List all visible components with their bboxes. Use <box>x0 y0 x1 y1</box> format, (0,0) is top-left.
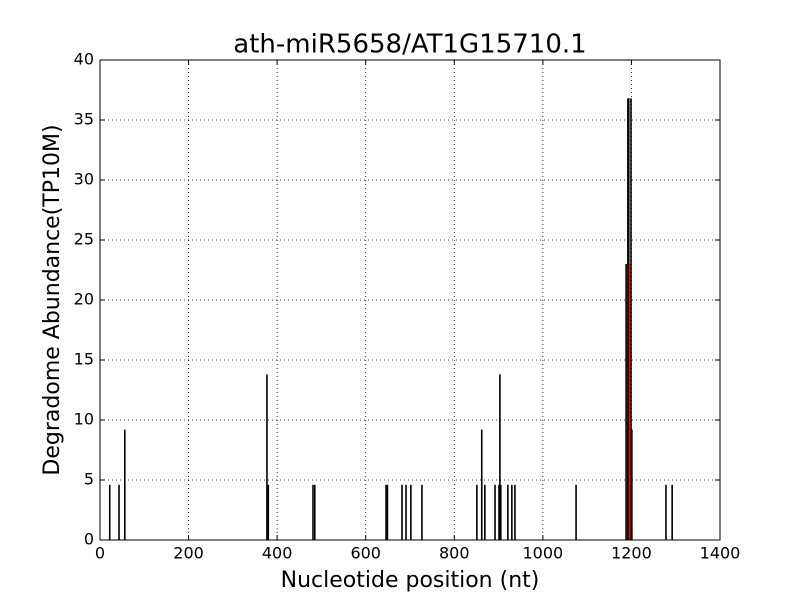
y-tick-label: 25 <box>74 230 94 249</box>
x-tick-label: 800 <box>439 544 470 563</box>
x-tick-label: 400 <box>262 544 293 563</box>
plot-frame <box>99 59 721 541</box>
x-tick-label: 0 <box>95 544 105 563</box>
x-tick-label: 1000 <box>522 544 563 563</box>
y-tick-label: 5 <box>84 470 94 489</box>
y-tick-label: 15 <box>74 350 94 369</box>
y-tick-label: 20 <box>74 290 94 309</box>
y-tick-label: 10 <box>74 410 94 429</box>
chart-title: ath-miR5658/AT1G15710.1 <box>233 30 586 60</box>
x-tick-label: 1400 <box>700 544 741 563</box>
x-tick-label: 1200 <box>611 544 652 563</box>
y-tick-label: 0 <box>84 530 94 549</box>
y-tick-label: 35 <box>74 110 94 129</box>
x-tick-label: 600 <box>350 544 381 563</box>
y-axis-label: Degradome Abundance(TP10M) <box>40 124 65 475</box>
y-tick-label: 40 <box>74 50 94 69</box>
x-tick-label: 200 <box>173 544 204 563</box>
y-tick-label: 30 <box>74 170 94 189</box>
x-axis-label: Nucleotide position (nt) <box>281 568 540 593</box>
